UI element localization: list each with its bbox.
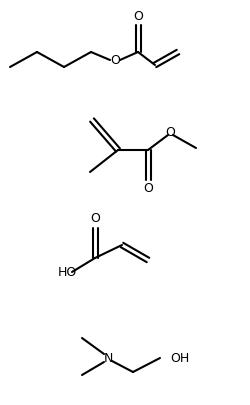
- Text: O: O: [165, 126, 175, 139]
- Text: HO: HO: [58, 266, 77, 279]
- Text: O: O: [133, 11, 143, 23]
- Text: O: O: [90, 213, 100, 226]
- Text: O: O: [110, 53, 120, 66]
- Text: N: N: [103, 352, 113, 365]
- Text: OH: OH: [170, 352, 189, 365]
- Text: O: O: [143, 183, 153, 196]
